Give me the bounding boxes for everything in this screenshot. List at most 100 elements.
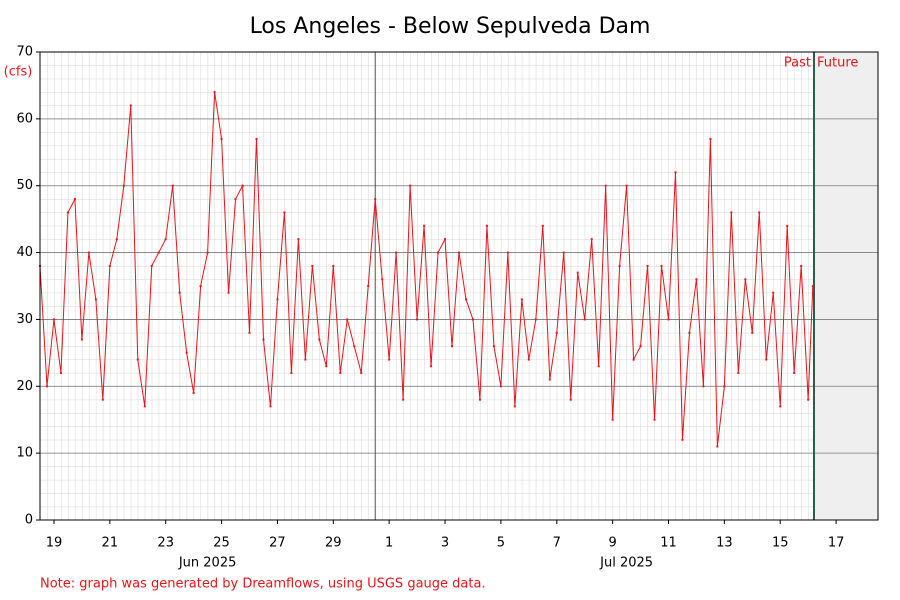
flow-point <box>604 184 607 187</box>
flow-point <box>800 264 803 267</box>
past-label: Past <box>784 56 811 71</box>
flow-point <box>66 211 69 214</box>
flow-point <box>688 331 691 334</box>
flow-point <box>569 398 572 401</box>
flow-point <box>513 405 516 408</box>
flow-point <box>625 184 628 187</box>
flow-point <box>765 358 768 361</box>
flow-point <box>464 298 467 301</box>
flow-point <box>353 345 356 348</box>
flow-point <box>360 371 363 374</box>
flow-point <box>555 331 558 334</box>
flow-point <box>241 184 244 187</box>
flow-point <box>262 338 265 341</box>
flow-point <box>409 184 412 187</box>
flow-point <box>234 198 237 201</box>
flow-point <box>304 358 307 361</box>
flow-point <box>220 137 223 140</box>
flow-point <box>716 445 719 448</box>
y-tick-label: 40 <box>16 245 33 260</box>
x-tick-label: 3 <box>441 536 449 551</box>
flow-point <box>416 318 419 321</box>
flow-line <box>39 92 814 447</box>
flow-point <box>779 405 782 408</box>
flow-point <box>681 438 684 441</box>
flow-point <box>248 331 251 334</box>
flow-point <box>702 385 705 388</box>
flow-point <box>492 345 495 348</box>
flow-point <box>506 251 509 254</box>
future-label: Future <box>817 56 858 71</box>
flow-point <box>520 298 523 301</box>
month-label: Jun 2025 <box>178 556 237 571</box>
x-tick-label: 23 <box>157 536 174 551</box>
flow-point <box>80 338 83 341</box>
flow-point <box>178 291 181 294</box>
flow-point <box>597 365 600 368</box>
flow-point <box>430 365 433 368</box>
chart-title: Los Angeles - Below Sepulveda Dam <box>250 14 651 39</box>
flow-point <box>485 224 488 227</box>
flow-point <box>87 251 90 254</box>
flow-point <box>59 371 62 374</box>
flow-point <box>213 91 216 94</box>
flow-point <box>737 371 740 374</box>
flow-point <box>199 285 202 287</box>
flow-point <box>576 271 579 274</box>
flow-point <box>45 385 48 388</box>
y-tick-label: 50 <box>16 178 33 193</box>
flow-point <box>583 318 586 321</box>
flow-point <box>534 318 537 321</box>
flow-point <box>478 398 481 401</box>
y-tick-label: 10 <box>16 446 33 461</box>
flow-point <box>108 264 111 267</box>
flow-point <box>381 278 384 281</box>
flow-point <box>423 224 426 227</box>
flow-point <box>772 291 775 294</box>
flow-point <box>548 378 551 381</box>
flow-point <box>255 137 258 140</box>
flow-point <box>115 238 118 241</box>
flow-point <box>709 137 712 140</box>
future-region <box>813 52 878 520</box>
x-tick-label: 15 <box>772 536 789 551</box>
flow-point <box>793 371 796 374</box>
flow-point <box>367 285 370 287</box>
flow-point <box>269 405 272 408</box>
flow-point <box>444 238 447 241</box>
flow-point <box>744 278 747 281</box>
flow-point <box>667 318 670 321</box>
y-tick-label: 60 <box>16 111 33 126</box>
y-tick-label: 30 <box>16 312 33 327</box>
flow-point <box>562 251 565 254</box>
flow-point <box>786 224 789 227</box>
x-tick-label: 25 <box>213 536 230 551</box>
flow-point <box>388 358 391 361</box>
flow-point <box>723 385 726 388</box>
flow-point <box>157 251 160 254</box>
x-tick-label: 11 <box>660 536 677 551</box>
flow-point <box>185 351 188 354</box>
x-tick-label: 29 <box>325 536 342 551</box>
x-tick-label: 19 <box>46 536 63 551</box>
flow-point <box>527 358 530 361</box>
flow-point <box>807 398 810 401</box>
flow-point <box>471 318 474 321</box>
y-tick-label: 70 <box>16 45 33 60</box>
x-tick-label: 13 <box>716 536 733 551</box>
month-label: Jul 2025 <box>599 556 653 571</box>
x-tick-label: 7 <box>553 536 561 551</box>
flow-point <box>192 391 195 394</box>
flow-point <box>541 224 544 227</box>
flow-point <box>136 358 139 361</box>
flow-point <box>283 211 286 214</box>
flow-point <box>290 371 293 374</box>
x-tick-label: 21 <box>102 536 119 551</box>
plot-frame <box>39 51 879 521</box>
y-tick-label: 0 <box>25 513 33 528</box>
flow-point <box>332 264 335 267</box>
flow-point <box>122 184 125 187</box>
flow-point <box>73 198 76 201</box>
flow-point <box>458 251 460 254</box>
flow-point <box>150 264 153 267</box>
